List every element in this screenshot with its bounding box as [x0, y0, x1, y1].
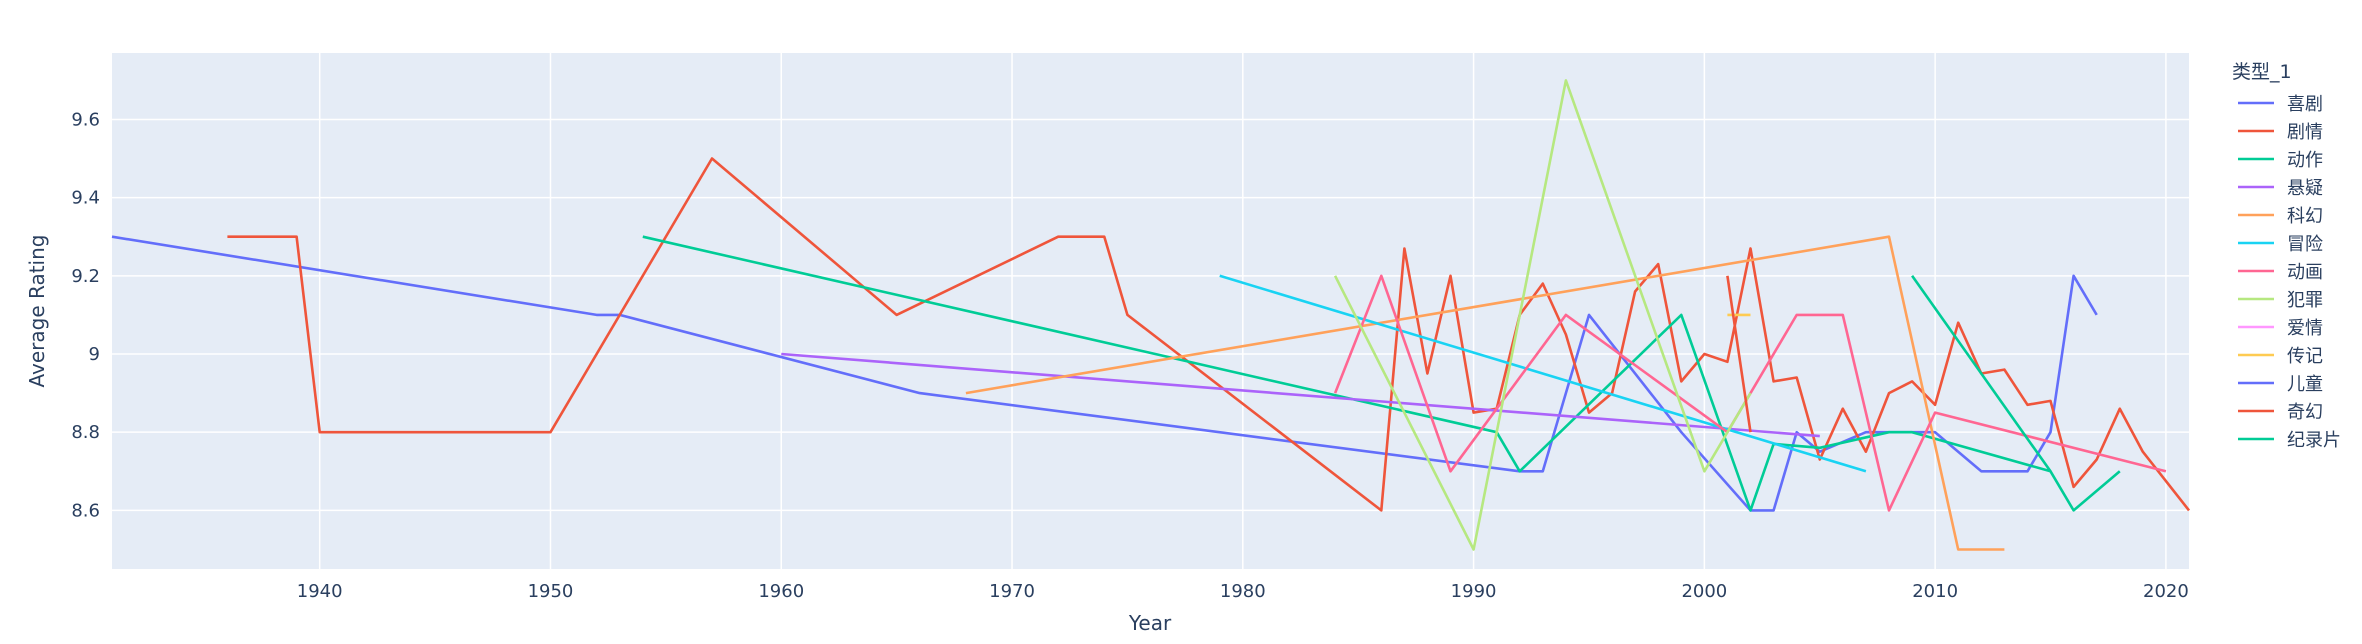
x-tick-label: 2000: [1681, 581, 1727, 602]
legend-item[interactable]: 犯罪: [2238, 290, 2323, 311]
legend-label: 动画: [2287, 262, 2323, 283]
x-tick-label: 1940: [297, 581, 343, 602]
legend-label: 奇幻: [2287, 402, 2323, 423]
x-axis-ticks: 1940 1950 1960 1970 1980 1990 2000 2010 2020: [297, 581, 2189, 602]
series-line: [111, 235, 2098, 512]
x-tick-label: 1960: [758, 581, 804, 602]
series-line: [781, 352, 1820, 438]
series-line: [965, 235, 2005, 551]
legend-item[interactable]: 奇幻: [2238, 402, 2323, 423]
legend-label: 科幻: [2287, 206, 2323, 227]
legend-label: 剧情: [2287, 122, 2323, 143]
x-tick-label: 1970: [989, 581, 1035, 602]
series-line: [1333, 79, 1752, 551]
legend-item[interactable]: 爱情: [2238, 318, 2323, 339]
series-line: [1726, 275, 1752, 433]
series-line: [1333, 274, 2167, 512]
y-tick-label: 9.6: [71, 109, 100, 130]
x-tick-label: 1980: [1220, 581, 1266, 602]
legend-label: 冒险: [2287, 234, 2323, 255]
series-line: [1219, 274, 1867, 473]
x-tick-label: 2020: [2143, 581, 2189, 602]
legend-label: 悬疑: [2287, 178, 2323, 199]
y-tick-label: 9.2: [71, 266, 100, 287]
y-tick-label: 8.8: [71, 422, 100, 443]
series-line: [227, 157, 2191, 512]
legend-item[interactable]: 纪录片: [2238, 430, 2341, 451]
legend-item[interactable]: 儿童: [2238, 374, 2323, 395]
plot-background: [112, 53, 2189, 569]
legend-label: 儿童: [2287, 374, 2323, 395]
x-axis-label: Year: [1128, 611, 1172, 635]
legend-item[interactable]: 动画: [2238, 262, 2323, 283]
series-line: [642, 235, 2121, 512]
legend-label: 喜剧: [2287, 94, 2323, 115]
legend-label: 动作: [2287, 150, 2323, 171]
legend-title: 类型_1: [2232, 61, 2292, 83]
y-tick-label: 9: [89, 344, 100, 365]
legend-item[interactable]: 剧情: [2238, 122, 2323, 143]
legend-label: 传记: [2287, 346, 2323, 367]
series-lines: [111, 79, 2191, 551]
legend-item[interactable]: 悬疑: [2238, 178, 2323, 199]
legend-item[interactable]: 喜剧: [2238, 94, 2323, 115]
y-axis-label: Average Rating: [25, 235, 49, 388]
y-tick-label: 9.4: [71, 188, 100, 209]
legend-item[interactable]: 冒险: [2238, 234, 2323, 255]
legend-label: 爱情: [2287, 318, 2323, 339]
legend-item[interactable]: 传记: [2238, 346, 2323, 367]
x-tick-label: 1950: [528, 581, 574, 602]
legend-item[interactable]: 动作: [2238, 150, 2323, 171]
y-tick-label: 8.6: [71, 500, 100, 521]
y-axis-ticks: 8.6 8.8 9 9.2 9.4 9.6: [71, 109, 100, 521]
x-tick-label: 2010: [1912, 581, 1958, 602]
legend-label: 纪录片: [2287, 430, 2341, 451]
x-tick-label: 1990: [1451, 581, 1497, 602]
legend-label: 犯罪: [2287, 290, 2323, 311]
series-line: [1911, 275, 2052, 473]
legend-item[interactable]: 科幻: [2238, 206, 2323, 227]
